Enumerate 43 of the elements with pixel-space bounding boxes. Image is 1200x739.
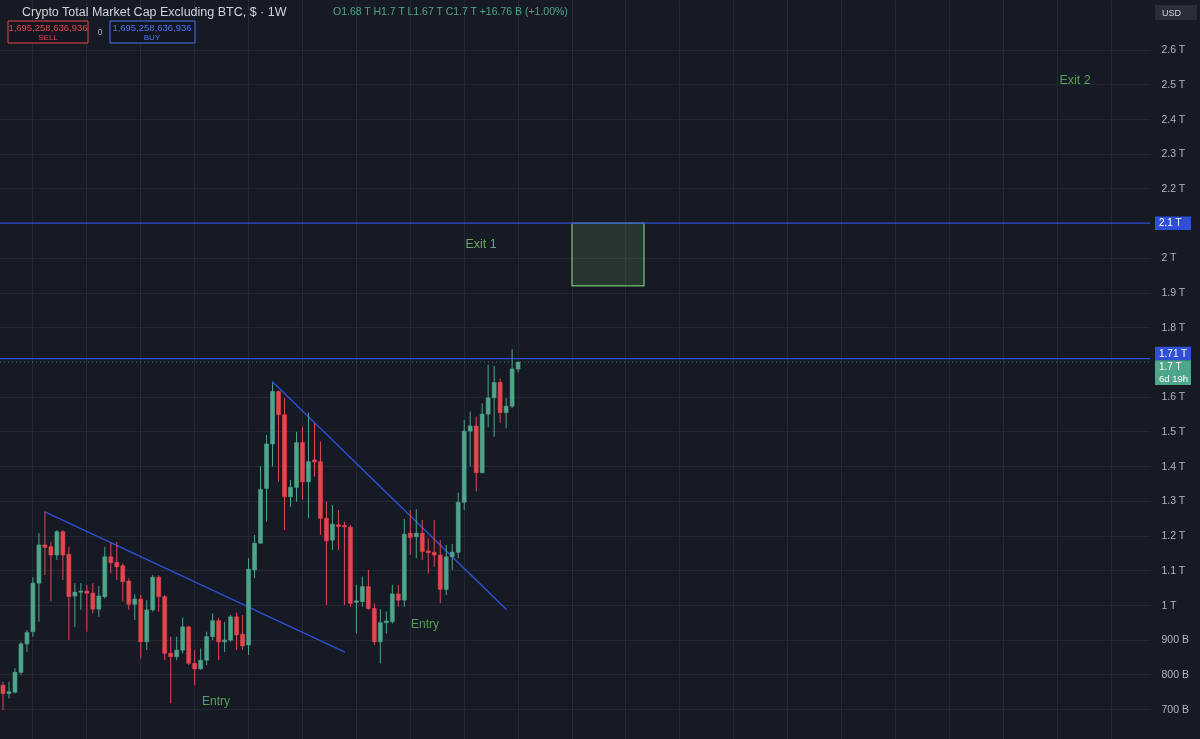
annotation: 1,695,258,636,936 <box>112 22 192 33</box>
y-tick-label: 2.2 T <box>1161 181 1186 194</box>
annotation: Entry <box>410 617 440 631</box>
candlestick <box>306 412 311 519</box>
candlestick <box>396 584 401 608</box>
annotation: Entry <box>201 694 231 708</box>
y-tick-label: 1 T <box>1161 598 1178 611</box>
y-tick-label: 2.3 T <box>1161 147 1186 160</box>
band-label: Exit 1 <box>465 237 497 252</box>
y-tick-label: 1.8 T <box>1161 320 1186 333</box>
y-tick-label: 1.9 T <box>1161 286 1186 299</box>
candlestick <box>132 593 138 621</box>
y-tick-label: 2.6 T <box>1161 43 1186 56</box>
y-tick-label: 1.6 T <box>1161 390 1186 403</box>
y-tick-label: 900 B <box>1161 633 1189 646</box>
text: 6d 19h <box>1159 373 1189 385</box>
candlestick <box>408 509 413 556</box>
candlestick <box>54 529 60 561</box>
y-tick-label: 700 B <box>1161 702 1189 715</box>
chart-title: Crypto Total Market Cap Excluding BTC, $ · 1W <box>22 5 287 19</box>
candlestick <box>330 504 335 551</box>
candlestick <box>216 617 221 661</box>
ref-line-label: 1.71 T <box>1159 347 1188 359</box>
y-tick-label: 1.2 T <box>1161 529 1186 542</box>
y-tick-label: 1.1 T <box>1161 563 1186 576</box>
y-tick-label: 800 B <box>1161 667 1189 680</box>
y-tick-label: 2.4 T <box>1161 112 1186 125</box>
ref-line-label: 1.7 T <box>1159 361 1182 373</box>
candlestick <box>0 681 6 711</box>
y-tick-label: 1.3 T <box>1161 494 1186 507</box>
annotation: O1.68 T H1.7 T L1.67 T C1.7 T +16.76 B (+1.00%) <box>333 5 568 17</box>
annotation: SELL <box>38 33 59 42</box>
y-tick-label: 1.4 T <box>1161 459 1186 472</box>
annotation: 1,695,258,636,936 <box>8 22 88 33</box>
ref-line-label: 2.1 T <box>1159 217 1182 229</box>
annotation: 0 <box>97 27 103 37</box>
annotation: Exit 2 <box>1059 73 1091 87</box>
annotation: BUY <box>143 33 161 42</box>
y-tick-label: 2.5 T <box>1161 77 1186 90</box>
candlestick <box>414 508 419 559</box>
y-tick-label: 1.5 T <box>1161 424 1186 437</box>
y-tick-label: 2 T <box>1161 251 1178 264</box>
text: USD <box>1162 7 1182 18</box>
